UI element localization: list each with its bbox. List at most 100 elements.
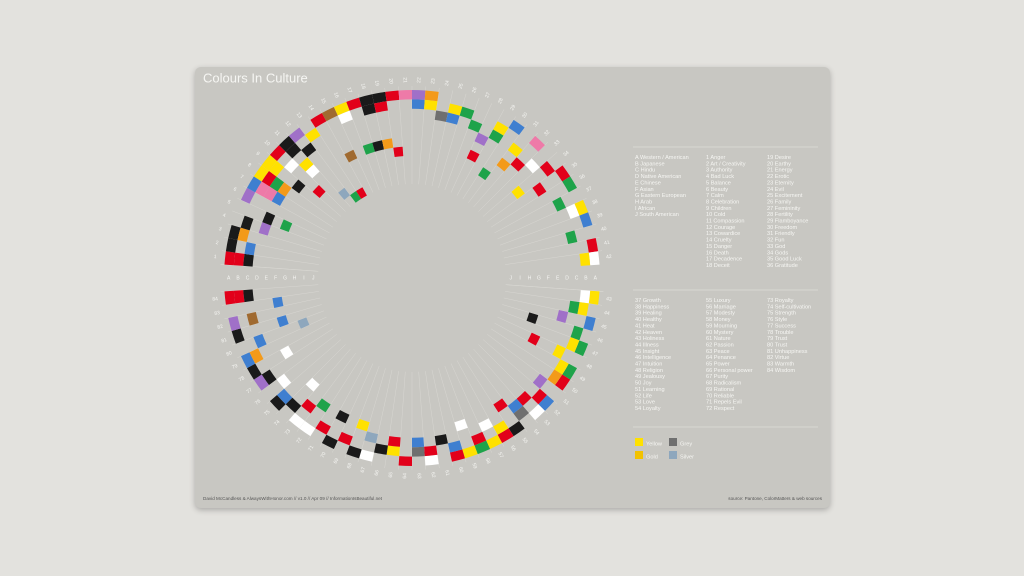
culture-entry: G Eastern European bbox=[635, 194, 686, 200]
ring-number: 12 bbox=[283, 120, 291, 128]
culture-entry: F Asian bbox=[635, 187, 654, 193]
colour-cell bbox=[321, 434, 338, 450]
meaning-entry: 27 Femininity bbox=[767, 206, 800, 212]
colour-cell bbox=[372, 91, 387, 104]
meaning-entry-label: Holiness bbox=[643, 337, 665, 343]
colour-cell bbox=[547, 369, 563, 386]
meaning-entry-label: Penance bbox=[714, 356, 736, 362]
meaning-entry-key: 51 bbox=[635, 387, 641, 393]
meaning-entry: 46 Intelligence bbox=[635, 356, 671, 362]
ring-number: 37 bbox=[585, 186, 593, 194]
ring-number: 63 bbox=[416, 473, 422, 479]
meaning-entry: 29 Flamboyance bbox=[767, 219, 808, 225]
meaning-entry: 53 Love bbox=[635, 400, 655, 406]
ring-number: 6 bbox=[232, 186, 237, 193]
culture-entry: E Chinese bbox=[635, 181, 661, 187]
meaning-entry-key: 62 bbox=[706, 343, 712, 349]
culture-letter: G bbox=[283, 275, 287, 281]
meaning-entry-label: Erotic bbox=[775, 175, 790, 181]
colour-swatch bbox=[635, 438, 643, 446]
culture-entry: D Native American bbox=[635, 175, 681, 181]
meaning-entry: 15 Danger bbox=[706, 244, 732, 250]
colour-cell bbox=[253, 165, 270, 182]
colour-cell bbox=[556, 309, 569, 324]
colour-cell bbox=[224, 290, 236, 305]
ring-number: 34 bbox=[562, 150, 570, 158]
meaning-entry-label: Freedom bbox=[775, 225, 798, 231]
spoke bbox=[296, 124, 356, 203]
ring-number: 30 bbox=[521, 111, 529, 119]
colour-cell bbox=[237, 227, 250, 243]
meaning-entry-key: 2 bbox=[706, 162, 709, 168]
meaning-entry-label: Power bbox=[714, 362, 730, 368]
colour-cell bbox=[337, 110, 353, 125]
meaning-entry-key: 50 bbox=[635, 381, 641, 387]
meaning-entry-key: 68 bbox=[706, 381, 712, 387]
colour-cell bbox=[510, 157, 525, 172]
colour-cell bbox=[299, 157, 314, 172]
colour-cell bbox=[253, 333, 267, 349]
colour-cell bbox=[507, 398, 523, 414]
colour-cell bbox=[246, 311, 259, 326]
meaning-entry: 21 Energy bbox=[767, 168, 793, 174]
colour-cell bbox=[478, 167, 491, 181]
meaning-entry-label: Fun bbox=[775, 238, 785, 244]
colour-cell bbox=[364, 431, 379, 444]
spoke bbox=[286, 348, 351, 424]
ring-number: 60 bbox=[457, 466, 464, 473]
ring-number: 82 bbox=[217, 324, 224, 331]
colour-cell bbox=[579, 212, 593, 228]
spoke bbox=[250, 174, 334, 228]
colour-cell bbox=[372, 140, 385, 152]
culture-letter: I bbox=[303, 275, 304, 281]
meaning-entry: 74 Self-cultivation bbox=[767, 305, 811, 311]
meaning-entry-label: Rational bbox=[714, 387, 735, 393]
meaning-entry-key: 55 bbox=[706, 298, 712, 304]
culture-letter: E bbox=[265, 275, 269, 281]
meaning-entry-key: 6 bbox=[706, 187, 709, 193]
ring-number: 7 bbox=[239, 174, 245, 181]
ring-number: 29 bbox=[509, 104, 517, 112]
culture-entry-label: Eastern European bbox=[641, 194, 686, 200]
colour-cell bbox=[527, 332, 541, 346]
meaning-entry-label: Evil bbox=[775, 187, 784, 193]
culture-letter: J bbox=[312, 275, 315, 281]
culture-entry-label: Chinese bbox=[640, 181, 661, 187]
ring-number: 52 bbox=[553, 409, 561, 417]
ring-number: 70 bbox=[320, 451, 328, 459]
culture-letter: E bbox=[556, 275, 560, 281]
colour-cell bbox=[486, 434, 503, 450]
colour-cell bbox=[225, 238, 238, 253]
meaning-entry: 54 Loyalty bbox=[635, 406, 661, 412]
meaning-entry-key: 19 bbox=[767, 155, 773, 161]
colour-cell bbox=[350, 191, 362, 203]
colour-cell bbox=[424, 454, 439, 466]
meaning-entry-key: 25 bbox=[767, 194, 773, 200]
meaning-entry: 61 Nature bbox=[706, 337, 731, 343]
colour-cell bbox=[361, 103, 377, 116]
meaning-entry: 48 Religion bbox=[635, 368, 663, 374]
colour-cell bbox=[538, 394, 555, 411]
meaning-entry-key: 72 bbox=[706, 406, 712, 412]
meaning-entry-key: 77 bbox=[767, 324, 773, 330]
meaning-entry: 19 Desire bbox=[767, 155, 791, 161]
colour-cell bbox=[316, 398, 331, 413]
ring-number: 13 bbox=[295, 112, 303, 120]
ring-number: 28 bbox=[497, 97, 505, 105]
ring-number: 38 bbox=[591, 199, 599, 207]
colour-cell bbox=[398, 90, 412, 100]
ring-number: 9 bbox=[255, 151, 261, 158]
culture-letter: H bbox=[528, 275, 532, 281]
meaning-entry: 71 Repels Evil bbox=[706, 400, 742, 406]
ring-number: 59 bbox=[470, 462, 478, 469]
meaning-entry-label: Children bbox=[711, 206, 732, 212]
colour-cell bbox=[244, 242, 256, 256]
meaning-entry-key: 81 bbox=[767, 349, 773, 355]
meaning-entry: 49 Jealousy bbox=[635, 375, 665, 381]
spoke bbox=[266, 339, 342, 404]
ring-number: 68 bbox=[346, 462, 354, 469]
colour-cell bbox=[565, 203, 580, 219]
culture-entry-label: Western / American bbox=[640, 155, 689, 161]
culture-entry-label: Asian bbox=[640, 187, 654, 193]
spoke bbox=[296, 353, 356, 432]
